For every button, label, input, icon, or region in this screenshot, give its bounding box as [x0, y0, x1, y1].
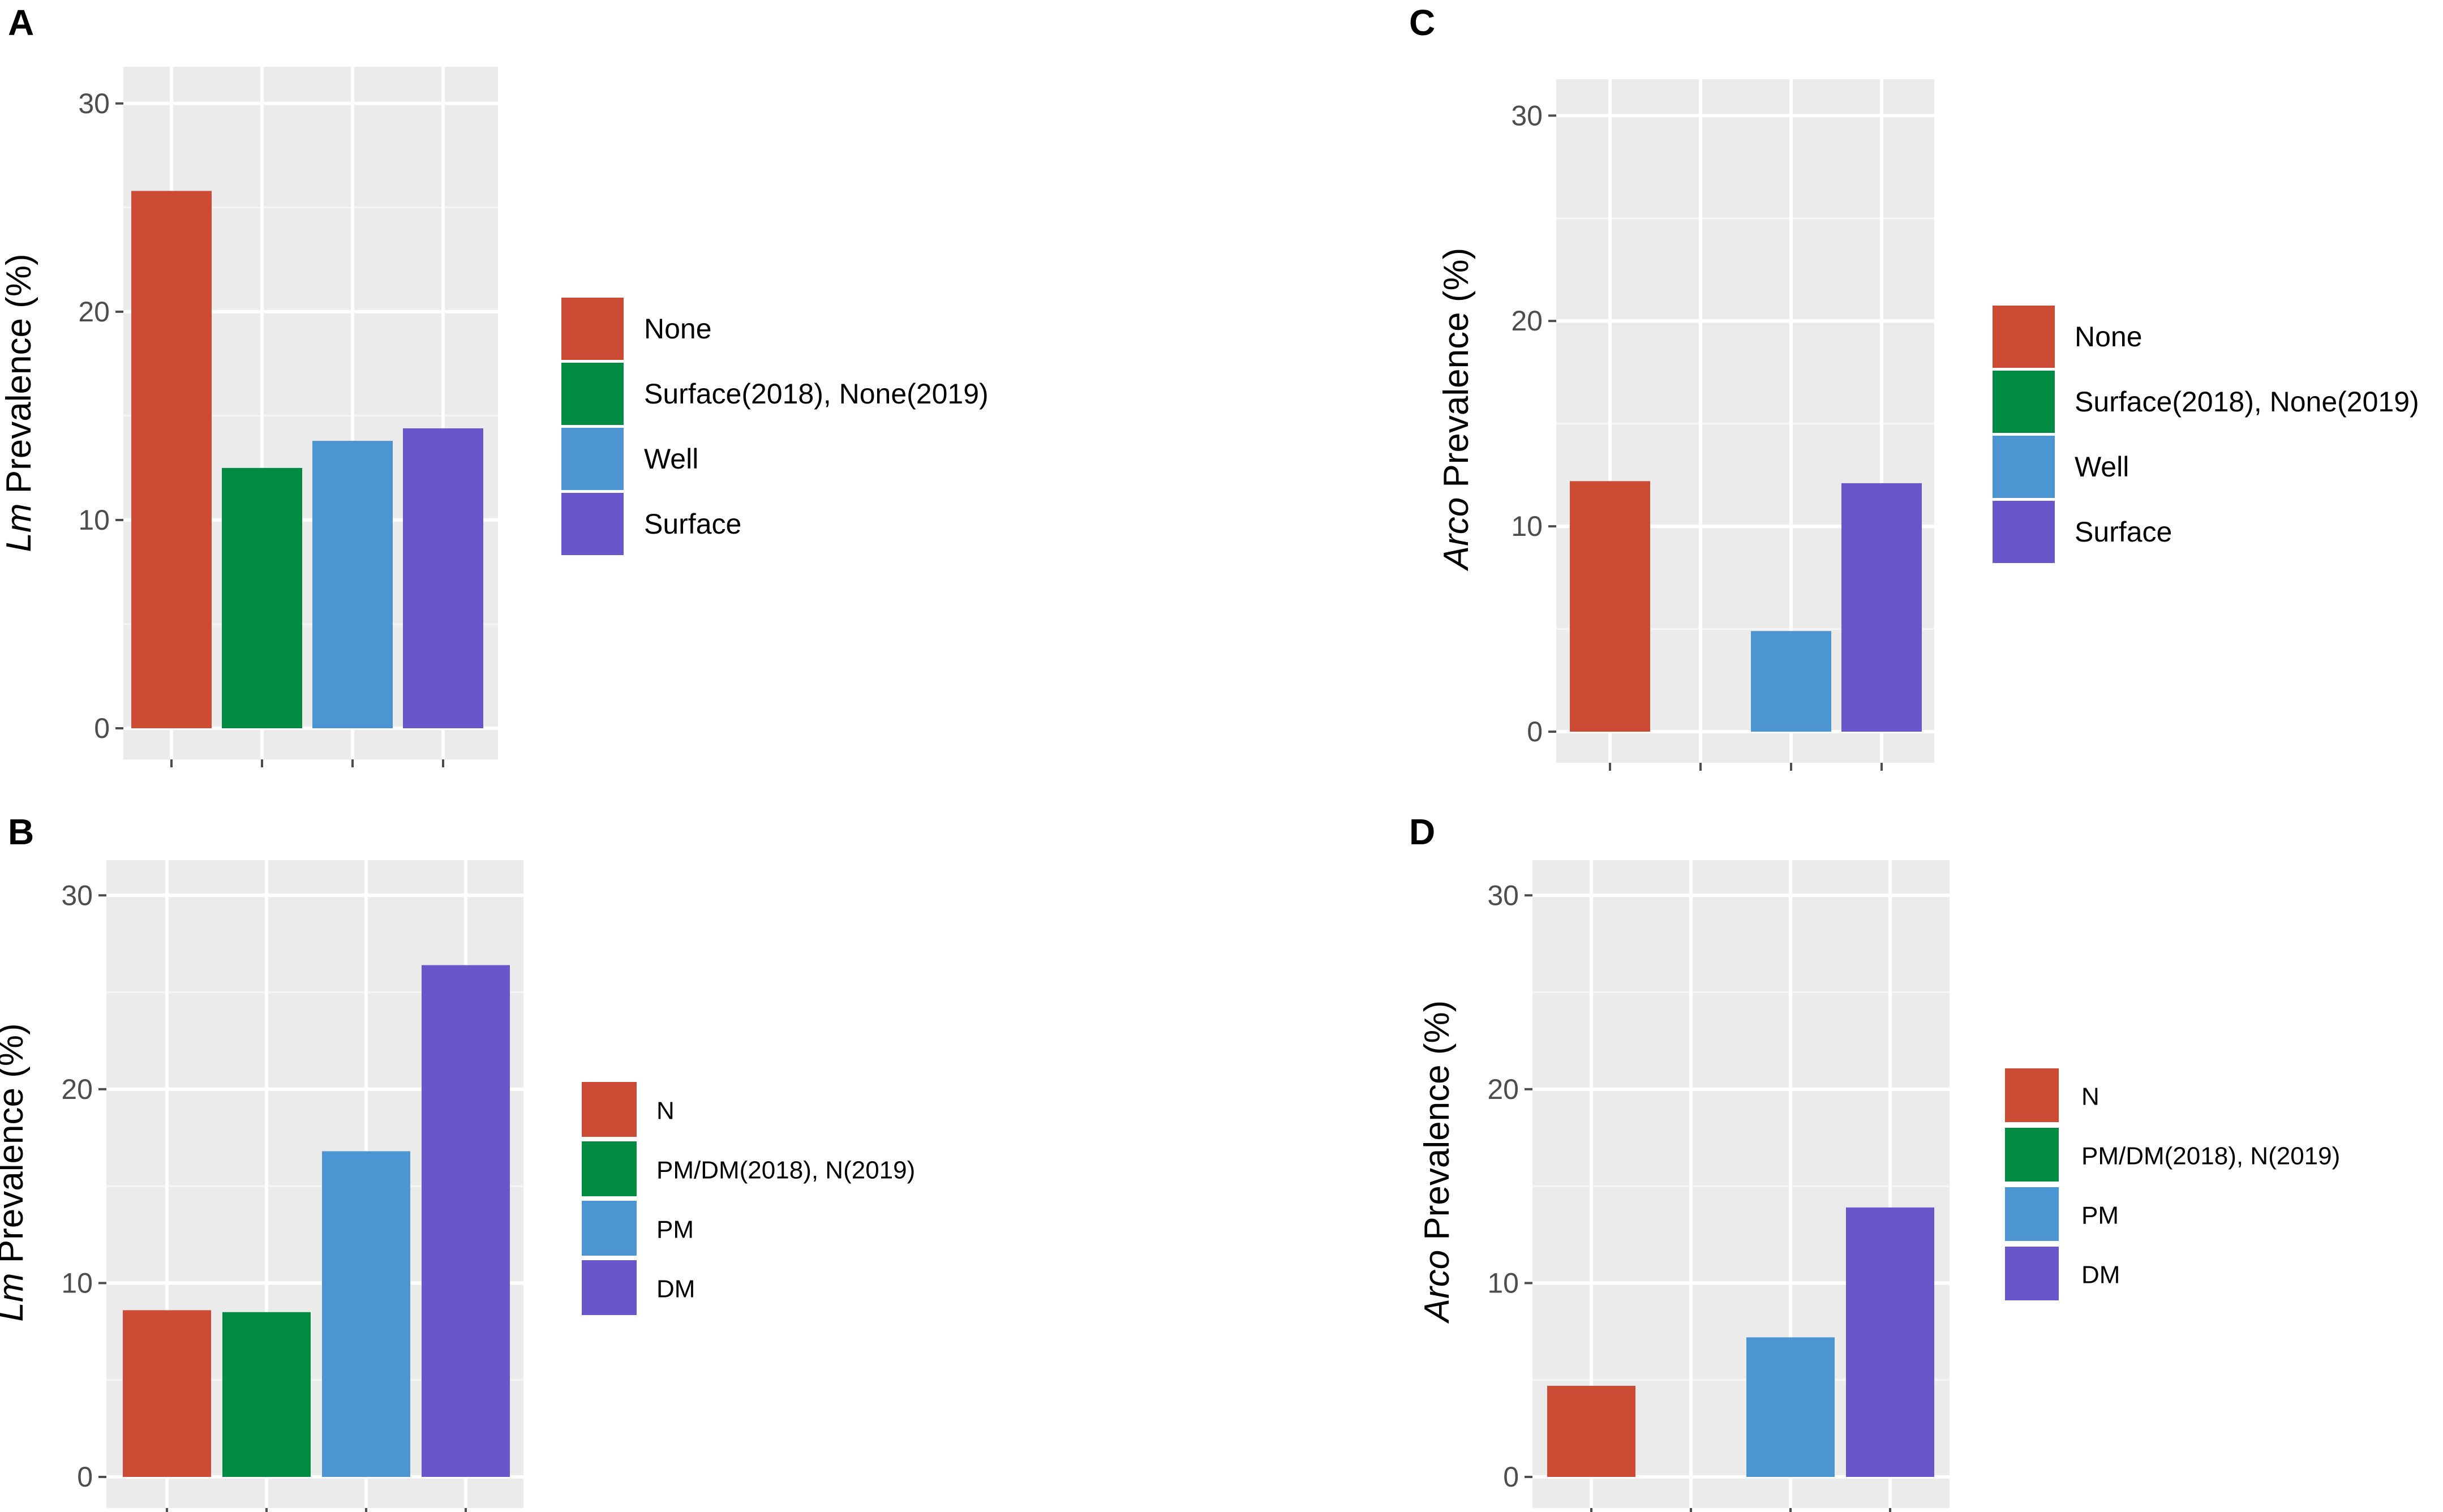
- y-tick-label: 30: [1511, 100, 1543, 131]
- legend-label: Surface(2018), None(2019): [2075, 386, 2419, 418]
- bar-4: [1841, 483, 1922, 732]
- legend-label: N: [656, 1097, 675, 1125]
- legend-key-3: [561, 428, 624, 490]
- legend-label: Well: [2075, 451, 2129, 483]
- y-tick-label: 0: [77, 1461, 93, 1493]
- legend-label: Surface: [2075, 516, 2172, 548]
- chart-panel-b: B 0 10 20 30 Lm Prevalence (%) N PM/DM(2018), N…: [0, 811, 915, 1512]
- panel-letter: A: [8, 2, 34, 43]
- legend: N PM/DM(2018), N(2019) PM DM: [582, 1082, 915, 1315]
- y-tick-label: 10: [1511, 510, 1543, 542]
- bar-3: [1751, 631, 1831, 732]
- y-axis-label: Lm Prevalence (%): [0, 1023, 31, 1321]
- legend-label: Surface(2018), None(2019): [644, 378, 989, 410]
- legend-key-3: [2005, 1187, 2059, 1241]
- y-tick-label: 20: [78, 296, 110, 328]
- legend-label: N: [2081, 1083, 2099, 1111]
- legend-label: DM: [2081, 1261, 2120, 1289]
- legend-label: Well: [644, 443, 698, 475]
- chart-panel-a: A 0 10 20 30 Lm Prevalence (%) None Surface(201…: [0, 2, 989, 767]
- y-tick-label: 30: [61, 879, 93, 911]
- legend-key-3: [582, 1201, 637, 1256]
- legend-label: Surface: [644, 508, 741, 540]
- legend-label: PM: [2081, 1202, 2119, 1230]
- bar-4: [422, 965, 510, 1477]
- bar-1: [1547, 1385, 1635, 1477]
- legend-key-1: [2005, 1068, 2059, 1122]
- bar-4: [1846, 1207, 1934, 1477]
- legend-label: None: [2075, 321, 2143, 353]
- y-tick-label: 20: [61, 1073, 93, 1105]
- y-tick-label: 30: [1487, 879, 1519, 911]
- y-tick-label: 10: [1487, 1267, 1519, 1299]
- legend: None Surface(2018), None(2019) Well Surface: [561, 298, 989, 555]
- chart-panel-c: C 0 10 20 30 Arco Prevalence (%) None Surface(2…: [1409, 2, 2419, 771]
- y-tick-label: 20: [1511, 305, 1543, 337]
- legend-label: None: [644, 313, 712, 345]
- bar-4: [403, 428, 483, 728]
- legend-key-4: [561, 493, 624, 555]
- legend-key-2: [2005, 1128, 2059, 1182]
- y-tick-label: 0: [1503, 1461, 1519, 1493]
- legend-label: DM: [656, 1275, 695, 1303]
- legend-key-2: [1993, 371, 2055, 433]
- legend-key-1: [561, 298, 624, 360]
- bar-2: [222, 467, 302, 728]
- bar-2: [222, 1312, 311, 1477]
- bar-3: [1746, 1337, 1835, 1477]
- bar-3: [312, 441, 393, 728]
- legend-label: PM: [656, 1216, 694, 1244]
- legend-label: PM/DM(2018), N(2019): [656, 1157, 915, 1184]
- y-tick-label: 10: [61, 1267, 93, 1299]
- panel-letter: B: [8, 811, 34, 852]
- panel-letter: D: [1409, 811, 1435, 852]
- bar-1: [131, 191, 212, 728]
- y-tick-label: 0: [1527, 716, 1543, 748]
- bar-1: [1570, 481, 1650, 732]
- legend-key-2: [582, 1141, 637, 1196]
- legend-key-2: [561, 363, 624, 425]
- legend-key-4: [1993, 501, 2055, 563]
- legend-key-4: [582, 1260, 637, 1315]
- y-tick-label: 10: [78, 504, 110, 536]
- legend: N PM/DM(2018), N(2019) PM DM: [2005, 1068, 2340, 1300]
- legend-key-1: [582, 1082, 637, 1137]
- y-tick-label: 30: [78, 88, 110, 119]
- y-axis-label: Arco Prevalence (%): [1437, 248, 1476, 572]
- legend-key-4: [2005, 1247, 2059, 1300]
- bar-3: [322, 1151, 410, 1477]
- legend: None Surface(2018), None(2019) Well Surface: [1993, 306, 2419, 563]
- y-axis-label: Arco Prevalence (%): [1418, 1000, 1457, 1325]
- y-tick-label: 20: [1487, 1073, 1519, 1105]
- panel-letter: C: [1409, 2, 1435, 43]
- legend-label: PM/DM(2018), N(2019): [2081, 1142, 2340, 1170]
- y-axis-label: Lm Prevalence (%): [0, 254, 38, 552]
- y-tick-label: 0: [94, 712, 110, 744]
- legend-key-3: [1993, 436, 2055, 498]
- legend-key-1: [1993, 306, 2055, 368]
- chart-panel-d: D 0 10 20 30 Arco Prevalence (%) N PM/DM(2018),…: [1409, 811, 2340, 1512]
- bar-1: [123, 1310, 211, 1477]
